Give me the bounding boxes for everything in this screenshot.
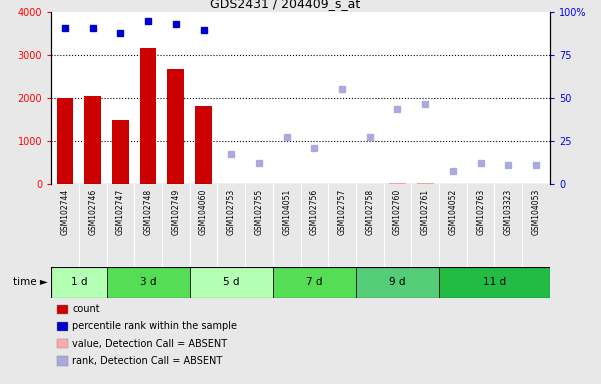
Bar: [56, 98, 73, 184]
Text: GSM102753: GSM102753: [227, 189, 236, 235]
Text: 7 d: 7 d: [306, 277, 323, 287]
Bar: [168, 68, 184, 184]
Text: GSM102748: GSM102748: [144, 189, 153, 235]
Text: GSM102755: GSM102755: [254, 189, 263, 235]
Bar: [106, 267, 190, 298]
Text: 11 d: 11 d: [483, 277, 506, 287]
Text: 9 d: 9 d: [389, 277, 406, 287]
Bar: [190, 267, 273, 298]
Bar: [356, 267, 439, 298]
Text: count: count: [72, 304, 100, 314]
Bar: [51, 267, 106, 298]
Text: GSM102761: GSM102761: [421, 189, 430, 235]
Text: GSM104060: GSM104060: [199, 189, 208, 235]
Bar: [273, 267, 356, 298]
Text: GSM103323: GSM103323: [504, 189, 513, 235]
Text: GSM102757: GSM102757: [338, 189, 347, 235]
Bar: [195, 106, 212, 184]
Bar: [389, 183, 406, 184]
Title: GDS2431 / 204409_s_at: GDS2431 / 204409_s_at: [210, 0, 361, 10]
Text: GSM102747: GSM102747: [116, 189, 125, 235]
Text: 1 d: 1 d: [70, 277, 87, 287]
Text: 3 d: 3 d: [140, 277, 156, 287]
Text: GSM104053: GSM104053: [531, 189, 540, 235]
Text: GSM102756: GSM102756: [310, 189, 319, 235]
Text: 5 d: 5 d: [223, 277, 239, 287]
Text: percentile rank within the sample: percentile rank within the sample: [72, 321, 237, 331]
Text: GSM102744: GSM102744: [61, 189, 70, 235]
Bar: [84, 96, 101, 184]
Bar: [417, 183, 433, 184]
Text: value, Detection Call = ABSENT: value, Detection Call = ABSENT: [72, 339, 227, 349]
Bar: [112, 121, 129, 184]
Text: rank, Detection Call = ABSENT: rank, Detection Call = ABSENT: [72, 356, 222, 366]
Text: GSM104051: GSM104051: [282, 189, 291, 235]
Text: time ►: time ►: [13, 277, 48, 287]
Text: GSM102760: GSM102760: [393, 189, 402, 235]
Bar: [439, 267, 550, 298]
Text: GSM102749: GSM102749: [171, 189, 180, 235]
Text: GSM102746: GSM102746: [88, 189, 97, 235]
Text: GSM104052: GSM104052: [448, 189, 457, 235]
Text: GSM102763: GSM102763: [476, 189, 485, 235]
Bar: [140, 48, 156, 184]
Text: GSM102758: GSM102758: [365, 189, 374, 235]
